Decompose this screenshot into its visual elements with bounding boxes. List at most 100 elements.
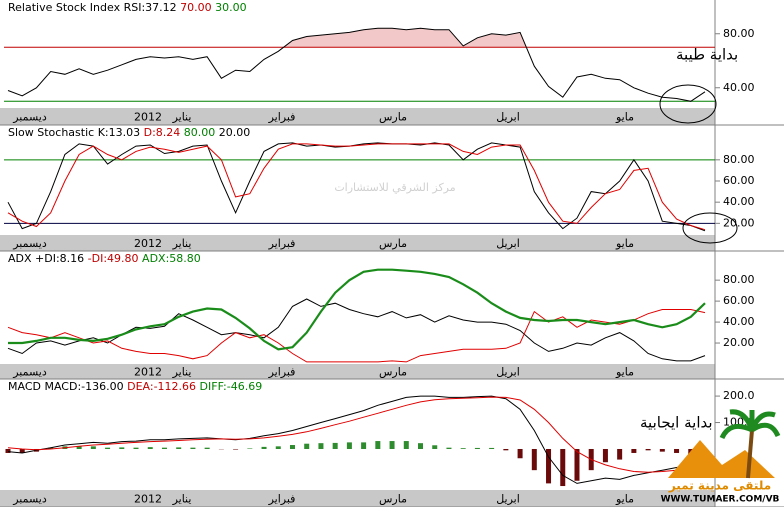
x-tick-label: مايو (615, 111, 634, 124)
series-line (8, 268, 706, 351)
logo: ملتقى مدينة تمير WWW.TUMAER.COM/VB (661, 409, 781, 505)
title-part: Relative Stock Index RSI:37.12 (8, 1, 177, 14)
y-tick-label: 40.00 (723, 315, 755, 328)
logo-leaves (719, 409, 781, 440)
x-axis-strip (0, 108, 715, 125)
panel-title: Relative Stock Index RSI:37.12 70.00 30.… (8, 1, 247, 14)
series-line (7, 27, 706, 102)
y-tick-label: 20.00 (723, 336, 755, 349)
histogram-bar (90, 446, 96, 449)
title-part: MACD MACD:-136.00 (8, 380, 124, 393)
annotation: بداية طيبة (676, 46, 738, 64)
title-part: ADX:58.80 (139, 252, 201, 265)
series-line (7, 396, 706, 473)
x-tick-label: يناير (172, 111, 192, 124)
highlight-ellipse (659, 84, 717, 124)
logo-trunk (746, 429, 754, 479)
watermark: مركز الشرقي للاستشارات (334, 181, 455, 194)
histogram-bar (304, 443, 310, 449)
plot-area (4, 27, 715, 102)
histogram-bar (489, 447, 495, 449)
x-tick-label: مارس (379, 237, 407, 250)
histogram-bar (5, 448, 11, 453)
title-part: D:8.24 (140, 126, 180, 139)
histogram-bar (76, 446, 82, 449)
x-tick-label: 2012 (134, 493, 162, 506)
x-axis-strip (0, 490, 715, 507)
x-tick-label: فبراير (268, 237, 296, 250)
x-tick-label: ابريل (496, 366, 520, 379)
histogram-bar (517, 448, 523, 459)
histogram-bar (645, 448, 651, 451)
histogram-bar (418, 443, 424, 449)
y-tick-label: 80.00 (723, 27, 755, 40)
x-tick-label: ابريل (496, 111, 520, 124)
histogram-bar (361, 442, 367, 449)
histogram-bar (161, 447, 167, 449)
histogram-bar (531, 448, 537, 471)
logo-name: ملتقى مدينة تمير (668, 479, 771, 493)
x-axis-strip (0, 235, 715, 251)
x-tick-label: 2012 (134, 237, 162, 250)
histogram-bar (674, 448, 680, 453)
x-tick-label: ابريل (496, 237, 520, 250)
x-tick-label: ديسمبر (12, 366, 47, 379)
histogram-bar (659, 448, 665, 452)
x-tick-label: 2012 (134, 111, 162, 124)
histogram-bar (446, 447, 452, 449)
histogram-bar (275, 446, 281, 449)
x-tick-label: ابريل (496, 493, 520, 506)
plot-area (7, 268, 706, 363)
x-tick-label: يناير (172, 237, 192, 250)
y-tick-label: 60.00 (723, 174, 755, 187)
title-part: -DI:49.80 (84, 252, 138, 265)
title-part: DEA:-112.66 (124, 380, 196, 393)
x-tick-label: مارس (379, 111, 407, 124)
y-tick-label: 80.00 (723, 153, 755, 166)
histogram-bar (617, 448, 623, 460)
histogram-bar (631, 448, 637, 453)
series-line (7, 143, 706, 231)
histogram-bar (474, 447, 480, 449)
x-tick-label: مارس (379, 493, 407, 506)
x-tick-label: فبراير (268, 366, 296, 379)
panel: ديسمبر 2012 يناير فبراير مارس ابريل مايو200.01… (0, 379, 784, 507)
title-part: 30.00 (212, 1, 247, 14)
title-part: 70.00 (177, 1, 212, 14)
histogram-bar (119, 447, 125, 449)
y-tick-label: 60.00 (723, 294, 755, 307)
x-tick-label: مايو (615, 493, 634, 506)
histogram-bar (133, 447, 139, 449)
histogram-bar (460, 448, 466, 449)
histogram-bar (432, 445, 438, 449)
x-tick-label: فبراير (268, 493, 296, 506)
histogram-bar (403, 441, 409, 449)
histogram-bar (105, 447, 111, 449)
title-part: DIFF:-46.69 (196, 380, 262, 393)
panel-title: Slow Stochastic K:13.03 D:8.24 80.00 20.… (8, 126, 250, 139)
histogram-bar (261, 446, 267, 449)
logo-url: WWW.TUMAER.COM/VB (661, 495, 780, 505)
histogram-bar (204, 447, 210, 449)
series-line (7, 395, 706, 484)
series-line (7, 142, 706, 232)
x-tick-label: ديسمبر (12, 111, 47, 124)
y-tick-label: 20.00 (723, 216, 755, 229)
plot-area (5, 395, 708, 487)
x-axis-strip (0, 364, 715, 379)
plot-area (4, 142, 715, 232)
title-part: 80.00 (180, 126, 215, 139)
histogram-bar (190, 447, 196, 449)
histogram-bar (289, 445, 295, 449)
histogram-bar (318, 443, 324, 449)
y-tick-label: 40.00 (723, 81, 755, 94)
histogram-bar (176, 447, 182, 449)
panel-title: MACD MACD:-136.00 DEA:-112.66 DIFF:-46.6… (8, 380, 262, 393)
histogram-bar (346, 442, 352, 449)
histogram-bar (332, 442, 338, 449)
title-part: Slow Stochastic K:13.03 (8, 126, 140, 139)
histogram-bar (19, 448, 25, 453)
x-tick-label: فبراير (268, 111, 296, 124)
